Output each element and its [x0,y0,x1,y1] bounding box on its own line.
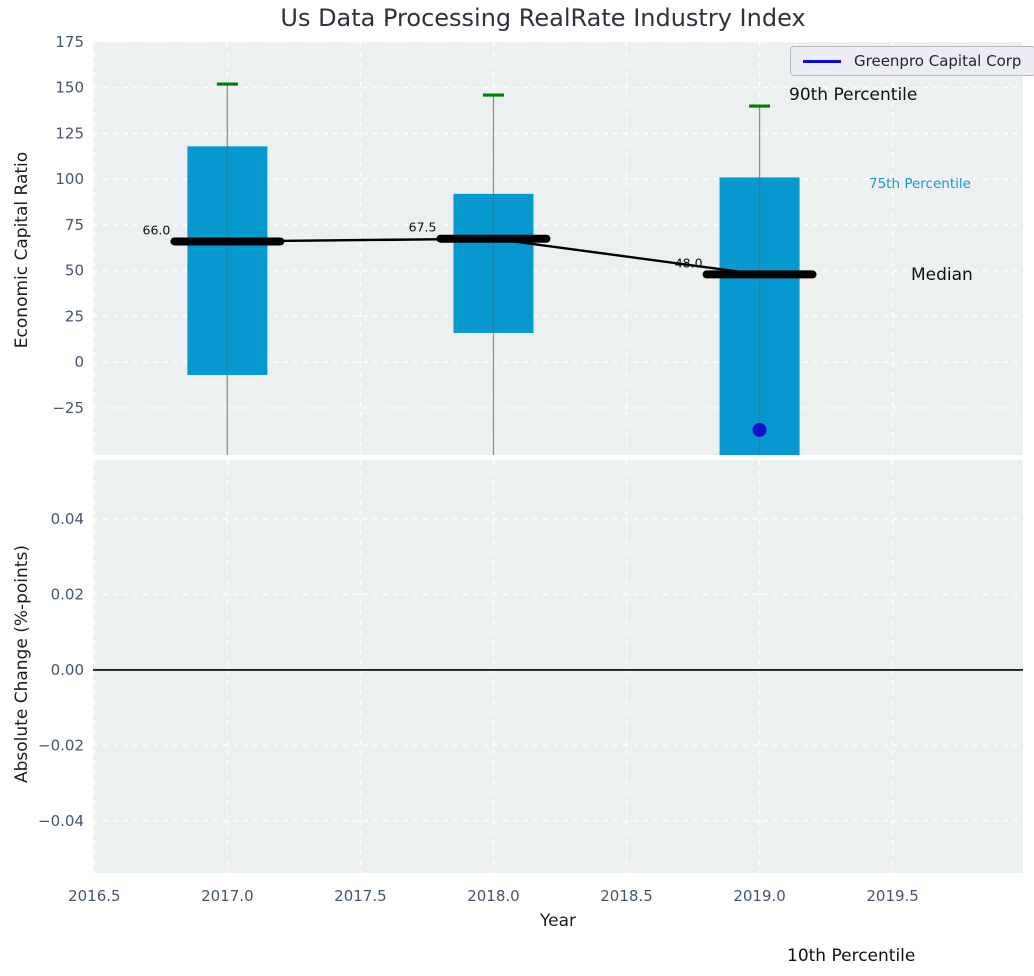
ytick-bottom-−0.04: −0.04 [38,812,84,830]
xtick-2018.0: 2018.0 [467,887,520,905]
xtick-2018.5: 2018.5 [600,887,653,905]
ytick-top-−25: −25 [52,399,84,417]
median-value-label-2017: 66.0 [143,222,171,237]
ytick-top-100: 100 [55,170,84,188]
bottom-panel-background [93,460,1023,873]
xtick-2019.5: 2019.5 [866,887,919,905]
xtick-2017.5: 2017.5 [334,887,387,905]
x-axis-label-year: Year [540,911,576,931]
legend-line-icon [803,59,841,63]
ytick-top-175: 175 [55,33,84,51]
ytick-top-125: 125 [55,124,84,142]
chart-title: Us Data Processing RealRate Industry Ind… [280,4,806,32]
annotation-median: Median [911,265,973,285]
legend-greenpro-capital-corp: Greenpro Capital Corp [790,46,1034,76]
greenpro-data-point [752,422,767,437]
xtick-2016.5: 2016.5 [68,887,121,905]
annotation-75th-percentile: 75th Percentile [869,176,971,192]
y-axis-label-absolute-change: Absolute Change (%-points) [12,545,32,783]
annotation-90th-percentile: 90th Percentile [789,85,918,105]
ytick-top-50: 50 [65,262,84,280]
ytick-bottom-0.04: 0.04 [51,510,84,528]
ytick-top-0: 0 [74,353,84,371]
y-axis-label-economic-capital-ratio: Economic Capital Ratio [12,151,32,349]
xtick-2017.0: 2017.0 [201,887,254,905]
ytick-top-25: 25 [65,307,84,325]
annotation-10th-percentile: 10th Percentile [787,946,916,966]
ytick-bottom-0.02: 0.02 [51,585,84,603]
ytick-top-75: 75 [65,216,84,234]
xtick-2019.0: 2019.0 [733,887,786,905]
ytick-top-150: 150 [55,79,84,97]
ytick-bottom-0.00: 0.00 [51,661,84,679]
ytick-bottom-−0.02: −0.02 [38,736,84,754]
legend-series-label: Greenpro Capital Corp [854,52,1022,70]
median-value-label-2018: 67.5 [409,220,437,235]
